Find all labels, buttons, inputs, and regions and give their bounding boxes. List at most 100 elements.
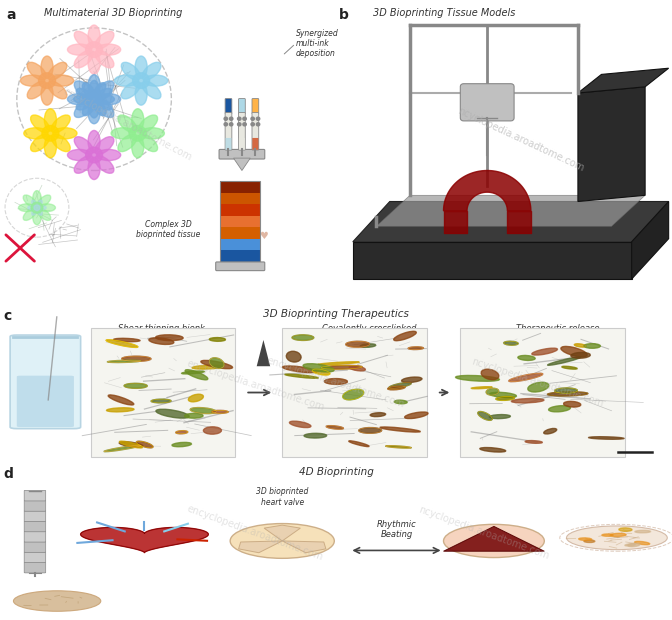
Ellipse shape [27, 62, 46, 80]
Ellipse shape [121, 81, 140, 99]
FancyBboxPatch shape [225, 138, 231, 150]
Ellipse shape [53, 128, 77, 139]
Ellipse shape [120, 441, 142, 448]
Polygon shape [578, 87, 645, 202]
Text: 4D Bioprinting: 4D Bioprinting [298, 467, 374, 477]
Ellipse shape [349, 441, 369, 446]
Polygon shape [257, 340, 270, 366]
Ellipse shape [114, 339, 140, 342]
FancyBboxPatch shape [220, 227, 261, 239]
Ellipse shape [283, 366, 317, 373]
Ellipse shape [579, 538, 592, 541]
Ellipse shape [138, 115, 158, 133]
Ellipse shape [30, 134, 50, 152]
Ellipse shape [33, 191, 41, 206]
Ellipse shape [30, 115, 50, 133]
Polygon shape [282, 541, 326, 552]
Ellipse shape [509, 373, 543, 382]
Ellipse shape [204, 427, 222, 434]
Ellipse shape [74, 156, 93, 174]
Circle shape [224, 117, 227, 120]
FancyBboxPatch shape [220, 193, 261, 205]
Ellipse shape [74, 81, 93, 99]
Ellipse shape [24, 128, 48, 139]
Ellipse shape [111, 128, 135, 139]
Ellipse shape [48, 81, 67, 99]
FancyBboxPatch shape [24, 500, 46, 512]
Ellipse shape [95, 100, 114, 118]
Polygon shape [234, 158, 250, 170]
Text: 3D Bioprinting Tissue Models: 3D Bioprinting Tissue Models [373, 7, 515, 18]
Ellipse shape [44, 108, 56, 131]
Ellipse shape [67, 94, 91, 105]
Ellipse shape [312, 369, 330, 375]
Circle shape [238, 123, 241, 126]
Text: Synergized
multi-ink
deposition: Synergized multi-ink deposition [296, 29, 339, 58]
Ellipse shape [44, 136, 56, 158]
Ellipse shape [132, 108, 144, 131]
Ellipse shape [511, 399, 544, 403]
Circle shape [38, 73, 56, 89]
Ellipse shape [124, 383, 147, 388]
FancyBboxPatch shape [253, 138, 258, 150]
Ellipse shape [480, 448, 506, 452]
Ellipse shape [190, 407, 216, 414]
Ellipse shape [88, 25, 100, 47]
Ellipse shape [388, 386, 405, 390]
Ellipse shape [95, 50, 114, 68]
Ellipse shape [562, 366, 577, 369]
FancyBboxPatch shape [220, 204, 261, 216]
Ellipse shape [561, 347, 587, 357]
Ellipse shape [135, 56, 147, 78]
FancyBboxPatch shape [10, 335, 81, 428]
Ellipse shape [89, 101, 99, 118]
Circle shape [13, 591, 101, 611]
Polygon shape [264, 525, 300, 541]
Ellipse shape [97, 44, 121, 55]
Ellipse shape [33, 210, 41, 225]
Ellipse shape [343, 389, 364, 400]
Ellipse shape [548, 357, 581, 365]
Ellipse shape [575, 344, 586, 347]
Ellipse shape [74, 31, 93, 49]
Ellipse shape [185, 414, 203, 418]
Ellipse shape [74, 136, 93, 154]
FancyBboxPatch shape [24, 562, 46, 573]
FancyBboxPatch shape [24, 552, 46, 562]
Polygon shape [444, 526, 544, 551]
Ellipse shape [532, 348, 558, 355]
Polygon shape [632, 202, 669, 279]
FancyBboxPatch shape [252, 113, 259, 150]
Ellipse shape [478, 412, 493, 420]
Ellipse shape [554, 388, 577, 393]
Ellipse shape [210, 358, 224, 368]
Circle shape [229, 123, 233, 126]
Ellipse shape [303, 364, 334, 372]
Ellipse shape [326, 426, 343, 429]
Ellipse shape [95, 156, 114, 174]
Ellipse shape [149, 338, 174, 345]
Ellipse shape [318, 361, 360, 365]
Text: Therapeutic release: Therapeutic release [516, 324, 599, 332]
Ellipse shape [95, 81, 114, 99]
Ellipse shape [192, 365, 222, 369]
Text: ncyclopedia.aroadtome.com: ncyclopedia.aroadtome.com [456, 106, 585, 173]
Bar [220, 181, 261, 262]
Text: encyclopedia.aroadtome.com: encyclopedia.aroadtome.com [186, 503, 325, 562]
FancyBboxPatch shape [17, 376, 74, 427]
FancyBboxPatch shape [252, 99, 259, 114]
Ellipse shape [24, 208, 36, 220]
Ellipse shape [405, 412, 428, 418]
Circle shape [85, 91, 103, 107]
FancyBboxPatch shape [225, 99, 232, 114]
Ellipse shape [181, 371, 204, 374]
Ellipse shape [610, 533, 626, 536]
Ellipse shape [584, 343, 600, 348]
Text: a: a [7, 7, 16, 22]
Ellipse shape [93, 100, 106, 116]
Circle shape [42, 125, 59, 141]
Ellipse shape [210, 337, 226, 341]
Ellipse shape [41, 83, 53, 105]
Ellipse shape [74, 100, 93, 118]
Text: Covalently crosslinked: Covalently crosslinked [323, 324, 417, 332]
